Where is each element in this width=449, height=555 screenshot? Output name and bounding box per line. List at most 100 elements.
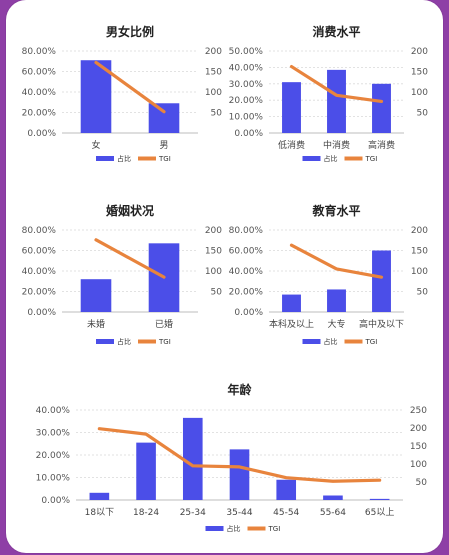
chart1-tgi-line — [94, 60, 166, 114]
chart4-left-tick: 80.00% — [229, 226, 264, 236]
chart3-legend-line-label: TGI — [158, 338, 171, 346]
chart2-tgi-line — [289, 64, 384, 104]
chart5-bar — [182, 417, 203, 500]
chart2-category-label: 低消费 — [278, 139, 305, 151]
chart5-left-tick: 10.00% — [36, 474, 71, 484]
chart5-category-label: 45-54 — [273, 508, 299, 518]
chart1-right-tick: 200 — [205, 47, 222, 57]
chart3-right-tick: 100 — [205, 267, 222, 277]
chart1-legend-bar-label: 占比 — [117, 154, 131, 163]
chart3-left-tick: 60.00% — [22, 247, 57, 257]
chart5-legend-line-swatch — [247, 526, 266, 531]
chart2-left-tick: 20.00% — [229, 96, 264, 106]
chart2-right-tick: 100 — [411, 88, 428, 98]
chart5-category-label: 55-64 — [320, 508, 346, 518]
chart2-bar — [282, 82, 301, 133]
chart1-legend-line-label: TGI — [158, 155, 171, 163]
chart3-legend-bar-swatch — [96, 339, 114, 344]
chart1-legend-line-swatch — [138, 156, 156, 161]
chart5-bar — [136, 442, 156, 500]
chart1-left-tick: 20.00% — [22, 109, 57, 119]
chart4-tgi-line — [289, 243, 384, 279]
chart1-left-tick: 80.00% — [22, 47, 57, 57]
chart4-category-label: 高中及以下 — [359, 318, 404, 330]
chart2-left-tick: 30.00% — [229, 80, 264, 90]
chart4-right-tick: 50 — [417, 288, 429, 298]
chart4-legend-line-label: TGI — [365, 338, 378, 346]
chart3-category-label: 已婚 — [155, 318, 173, 330]
chart5-right-tick: 250 — [410, 406, 427, 416]
chart5-title: 年龄 — [227, 382, 252, 397]
chart3-left-tick: 40.00% — [22, 267, 57, 277]
chart5-category-label: 65以上 — [365, 507, 394, 518]
chart4-legend-bar-swatch — [302, 339, 321, 344]
chart2-bar — [372, 83, 391, 133]
chart4-legend-line-swatch — [344, 339, 363, 344]
chart5-category-label: 25-34 — [180, 508, 206, 518]
chart5-bar — [276, 479, 297, 500]
chart5-left-tick: 20.00% — [36, 451, 71, 461]
chart4-left-tick: 0.00% — [234, 308, 263, 318]
chart1-bar — [80, 60, 112, 133]
chart2-category-label: 中消费 — [323, 139, 350, 151]
chart2-title: 消费水平 — [312, 24, 360, 39]
chart3-left-tick: 80.00% — [22, 226, 57, 236]
chart4-right-tick: 200 — [411, 226, 428, 236]
chart2-legend-line-label: TGI — [365, 155, 378, 163]
chart3-legend-bar-label: 占比 — [117, 337, 131, 346]
chart3-left-tick: 20.00% — [22, 288, 57, 298]
chart2-left-tick: 10.00% — [229, 113, 264, 123]
chart2-category-label: 高消费 — [368, 139, 395, 151]
chart2-left-tick: 50.00% — [229, 47, 264, 57]
chart5-left-tick: 0.00% — [41, 496, 70, 506]
chart2-left-tick: 0.00% — [234, 129, 263, 139]
chart4-left-tick: 60.00% — [229, 247, 264, 257]
chart1-right-tick: 100 — [205, 88, 222, 98]
chart5-legend-line-label: TGI — [268, 525, 281, 533]
chart5-category-label: 18以下 — [85, 508, 114, 518]
chart2-legend-bar-swatch — [302, 156, 321, 161]
chart2-legend-bar-label: 占比 — [324, 154, 338, 163]
chart1-left-tick: 60.00% — [22, 68, 57, 78]
chart5-bar — [89, 492, 110, 500]
chart1-right-tick: 50 — [211, 109, 223, 119]
chart1-title: 男女比例 — [106, 24, 154, 39]
chart2-right-tick: 200 — [411, 47, 428, 57]
chart5-bar — [229, 449, 250, 500]
chart5-bar — [369, 498, 390, 500]
chart5-left-tick: 30.00% — [36, 429, 71, 439]
chart5-legend-bar-swatch — [205, 526, 224, 531]
chart1-legend-bar-swatch — [96, 156, 114, 161]
chart1-category-label: 男 — [159, 140, 168, 151]
chart2-legend-line-swatch — [344, 156, 363, 161]
chart3-title: 婚姻状况 — [106, 203, 154, 218]
chart4-right-tick: 100 — [411, 267, 428, 277]
chart4-left-tick: 20.00% — [229, 288, 264, 298]
chart2-right-tick: 50 — [417, 109, 429, 119]
chart3-legend-line-swatch — [138, 339, 156, 344]
chart4-bar — [282, 294, 301, 312]
chart1-category-label: 女 — [91, 139, 100, 151]
chart5-right-tick: 200 — [410, 424, 427, 434]
chart4-bar — [327, 289, 346, 312]
chart4-bar — [372, 250, 391, 312]
chart3-bar — [80, 279, 112, 312]
chart4-title: 教育水平 — [311, 203, 360, 218]
chart3-right-tick: 200 — [205, 226, 222, 236]
chart2-bar — [327, 69, 346, 133]
chart5-right-tick: 100 — [410, 460, 427, 470]
chart3-tgi-line — [94, 238, 166, 279]
chart5-bar — [323, 495, 343, 500]
chart1-left-tick: 0.00% — [27, 129, 56, 139]
chart4-right-tick: 150 — [411, 247, 428, 257]
chart4-left-tick: 40.00% — [229, 267, 264, 277]
chart5-category-label: 35-44 — [226, 508, 252, 518]
chart5-right-tick: 50 — [416, 478, 428, 488]
chart5-tgi-line — [97, 427, 382, 483]
chart3-right-tick: 150 — [205, 247, 222, 257]
chart3-right-tick: 50 — [211, 288, 223, 298]
chart5-category-label: 18-24 — [133, 508, 159, 518]
chart3-left-tick: 0.00% — [27, 308, 56, 318]
chart1-right-tick: 150 — [205, 68, 222, 78]
